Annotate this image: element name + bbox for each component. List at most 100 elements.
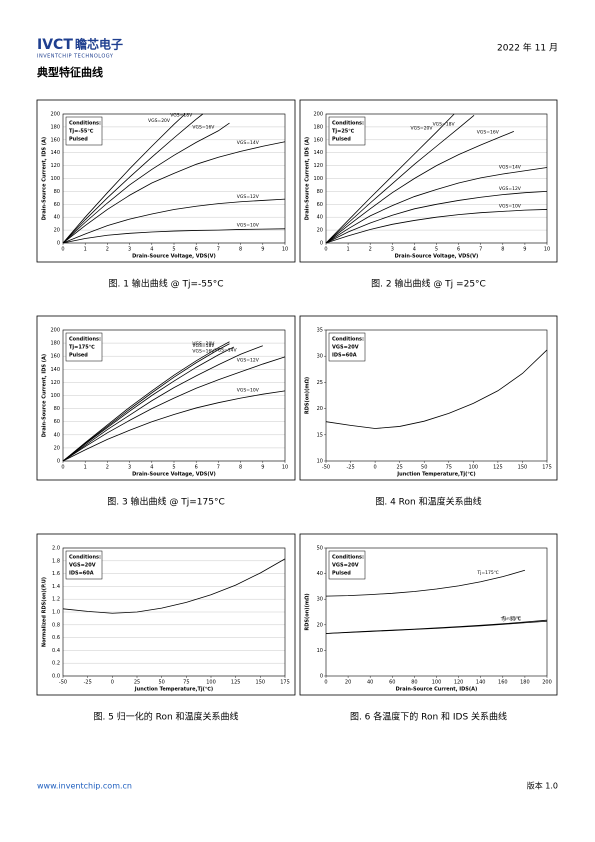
y-tick-label: 20 <box>54 228 60 234</box>
x-tick-label: 150 <box>256 680 266 686</box>
y-tick-label: 100 <box>50 393 60 399</box>
curve-label: VGS=10V <box>237 388 260 394</box>
curve <box>62 356 286 462</box>
curve-label: VGS=18V <box>192 343 215 349</box>
y-tick-label: 35 <box>317 328 323 334</box>
curve <box>325 620 548 634</box>
curve-label: VGS=18V <box>433 122 456 128</box>
conditions-box <box>65 550 103 580</box>
x-tick-label: 1 <box>84 247 87 253</box>
x-tick-label: 5 <box>435 247 438 253</box>
x-tick-label: 2 <box>106 247 109 253</box>
condition: Pulsed <box>69 137 88 143</box>
y-tick-label: 0 <box>57 241 60 247</box>
curve-label: VGS=16V <box>192 348 215 354</box>
condition: Conditions: <box>69 555 101 561</box>
x-tick-label: 7 <box>479 247 482 253</box>
curve <box>62 228 286 244</box>
y-tick-label: 140 <box>50 367 60 373</box>
y-tick-label: 20 <box>54 445 60 451</box>
x-tick-label: 0 <box>61 247 64 253</box>
x-tick-label: 7 <box>217 247 220 253</box>
condition: Pulsed <box>332 137 351 143</box>
curve <box>325 349 548 429</box>
plot-area <box>62 329 286 462</box>
y-axis-label: Drain-Source Current, IDS (A) <box>42 354 48 437</box>
company: 瞻芯电子 <box>75 37 123 52</box>
x-tick-label: -50 <box>322 465 330 471</box>
x-tick-label: 6 <box>195 247 198 253</box>
curve <box>62 113 186 244</box>
y-axis-label: Drain-Source Current, IDS (A) <box>42 137 48 220</box>
y-tick-label: 120 <box>313 163 323 169</box>
plot-area <box>325 329 548 462</box>
y-tick-label: 1.8 <box>52 558 60 564</box>
curve-label: VGS=14V <box>499 164 522 170</box>
x-tick-label: 7 <box>217 465 220 471</box>
y-axis-label: RDS(on)(mΩ) <box>305 377 311 414</box>
x-tick-label: 0 <box>324 247 327 253</box>
x-tick-label: 125 <box>231 680 241 686</box>
x-tick-label: 75 <box>446 465 452 471</box>
caption: 图. 4 Ron 和温度关系曲线 <box>375 496 481 508</box>
x-tick-label: 25 <box>396 465 402 471</box>
x-tick-label: 40 <box>367 680 373 686</box>
curve-label: Tj=25℃ <box>501 615 521 621</box>
y-tick-label: 0.4 <box>52 648 60 654</box>
x-axis-label: Junction Temperature,Tj(℃) <box>134 687 213 693</box>
conditions-box <box>65 116 103 146</box>
y-tick-label: 40 <box>54 215 60 221</box>
y-tick-label: 1.6 <box>52 571 60 577</box>
condition: VGS=20V <box>69 563 96 569</box>
y-tick-label: 20 <box>317 622 323 628</box>
condition: Conditions: <box>69 337 101 343</box>
x-tick-label: 180 <box>520 680 530 686</box>
y-tick-label: 200 <box>50 328 60 334</box>
y-tick-label: 0.2 <box>52 661 60 667</box>
y-tick-label: 1.4 <box>52 584 60 590</box>
x-tick-label: 80 <box>411 680 417 686</box>
x-tick-label: 8 <box>239 465 242 471</box>
x-tick-label: 6 <box>457 247 460 253</box>
y-tick-label: 0.0 <box>52 674 60 680</box>
condition: Tj=-55℃ <box>69 129 93 135</box>
y-tick-label: 80 <box>54 406 60 412</box>
x-tick-label: 20 <box>345 680 351 686</box>
curve-label: VGS=16V <box>477 129 500 135</box>
x-tick-label: 75 <box>183 680 189 686</box>
curve <box>62 346 235 462</box>
y-tick-label: 60 <box>54 202 60 208</box>
caption: 图. 1 输出曲线 @ Tj=-55°C <box>108 278 223 290</box>
x-tick-label: 8 <box>239 247 242 253</box>
curve <box>325 114 475 244</box>
y-tick-label: 10 <box>317 648 323 654</box>
x-tick-label: 4 <box>150 247 153 253</box>
y-tick-label: 100 <box>50 176 60 182</box>
y-axis-label: Drain-Source Current, IDS (A) <box>305 137 311 220</box>
curve-label: VGS=20V <box>148 118 171 124</box>
y-tick-label: 200 <box>50 112 60 118</box>
condition: VGS=20V <box>332 563 359 569</box>
y-tick-label: 80 <box>317 189 323 195</box>
y-tick-label: 50 <box>317 546 323 552</box>
condition: Tj=25℃ <box>332 129 354 135</box>
condition: Conditions: <box>69 121 101 127</box>
curve-label: Tj=-55℃ <box>500 616 521 622</box>
curve <box>325 191 548 244</box>
condition: Conditions: <box>332 337 364 343</box>
x-tick-label: 2 <box>106 465 109 471</box>
plot-area <box>325 547 548 677</box>
y-tick-label: 0 <box>57 459 60 465</box>
plot-area <box>325 113 548 244</box>
y-axis-label: RDS(on)(mΩ) <box>305 593 311 630</box>
y-tick-label: 140 <box>50 150 60 156</box>
curve <box>62 390 286 462</box>
y-tick-label: 100 <box>313 176 323 182</box>
condition: IDS=60A <box>332 353 357 359</box>
y-tick-label: 0.6 <box>52 635 60 641</box>
x-tick-label: 4 <box>413 247 416 253</box>
condition: VGS=20V <box>332 345 359 351</box>
x-tick-label: 1 <box>347 247 350 253</box>
y-tick-label: 200 <box>313 112 323 118</box>
y-tick-label: 40 <box>317 215 323 221</box>
